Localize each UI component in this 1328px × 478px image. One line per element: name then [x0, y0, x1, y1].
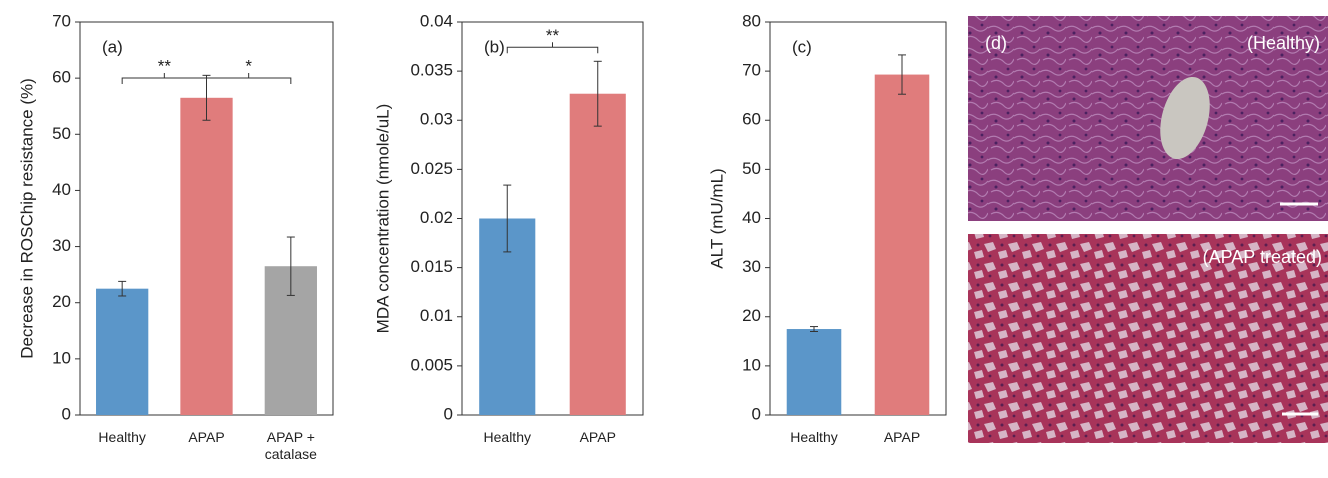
y-tick-label: 70 — [742, 61, 761, 80]
panel-label: (a) — [102, 37, 123, 56]
y-tick-label: 10 — [742, 355, 761, 374]
x-tick-label: APAP + catalase — [251, 429, 331, 463]
x-tick-label: Healthy — [82, 429, 162, 446]
y-tick-label: 40 — [742, 208, 761, 227]
x-tick-label: APAP — [862, 429, 942, 446]
x-tick-label: APAP — [167, 429, 247, 446]
x-tick-label-box: APAP — [167, 429, 247, 473]
y-tick-label: 40 — [52, 180, 71, 199]
significance-label: ** — [158, 56, 172, 75]
x-tick-label-box: APAP + catalase — [251, 429, 331, 473]
y-tick-label: 0.035 — [410, 61, 453, 80]
y-tick-label: 10 — [52, 348, 71, 367]
figure: (d) (Healthy) (APAP treated) 0 10 20 30 40 50… — [0, 0, 1328, 473]
panel-label: (c) — [792, 37, 812, 56]
y-tick-label: 50 — [52, 124, 71, 143]
y-axis-label: ALT (mU/mL) — [707, 168, 726, 268]
y-tick-label: 0 — [62, 404, 71, 423]
y-tick-label: 0.005 — [410, 355, 453, 374]
image-label: (APAP treated) — [1203, 247, 1322, 267]
x-tick-label-box: APAP — [558, 429, 638, 473]
y-tick-label: 20 — [742, 306, 761, 325]
x-tick-label-box: Healthy — [467, 429, 547, 473]
y-tick-label: 0.03 — [420, 110, 453, 129]
x-tick-label: Healthy — [467, 429, 547, 446]
panel-label: (d) — [985, 33, 1007, 53]
y-tick-label: 60 — [742, 110, 761, 129]
y-tick-label: 70 — [52, 11, 71, 30]
y-tick-label: 0.02 — [420, 208, 453, 227]
y-tick-label: 0.025 — [410, 159, 453, 178]
y-axis-label: MDA concentration (nmole/uL) — [373, 104, 392, 334]
y-tick-label: 0 — [752, 404, 761, 423]
y-tick-label: 50 — [742, 159, 761, 178]
significance-label: ** — [546, 26, 560, 45]
y-tick-label: 0.01 — [420, 306, 453, 325]
bar — [96, 289, 148, 415]
x-tick-label-box: Healthy — [774, 429, 854, 473]
y-tick-label: 80 — [742, 11, 761, 30]
bar — [180, 98, 232, 415]
y-axis-label: Decrease in ROSChip resistance (%) — [17, 78, 36, 359]
x-tick-label: Healthy — [774, 429, 854, 446]
image-panel: (d) (Healthy) (APAP treated) — [968, 16, 1328, 443]
significance-label: * — [245, 56, 252, 75]
bar — [787, 329, 842, 415]
bar — [570, 94, 626, 415]
y-tick-label: 30 — [742, 257, 761, 276]
y-tick-label: 0 — [444, 404, 453, 423]
panel-label: (b) — [484, 37, 505, 56]
x-tick-label-box: APAP — [862, 429, 942, 473]
y-tick-label: 60 — [52, 68, 71, 87]
y-tick-label: 20 — [52, 292, 71, 311]
y-tick-label: 0.04 — [420, 11, 453, 30]
image-label: (Healthy) — [1247, 33, 1320, 53]
x-tick-label-box: Healthy — [82, 429, 162, 473]
y-tick-label: 0.015 — [410, 257, 453, 276]
x-tick-label: APAP — [558, 429, 638, 446]
bar — [875, 75, 930, 415]
y-tick-label: 30 — [52, 236, 71, 255]
